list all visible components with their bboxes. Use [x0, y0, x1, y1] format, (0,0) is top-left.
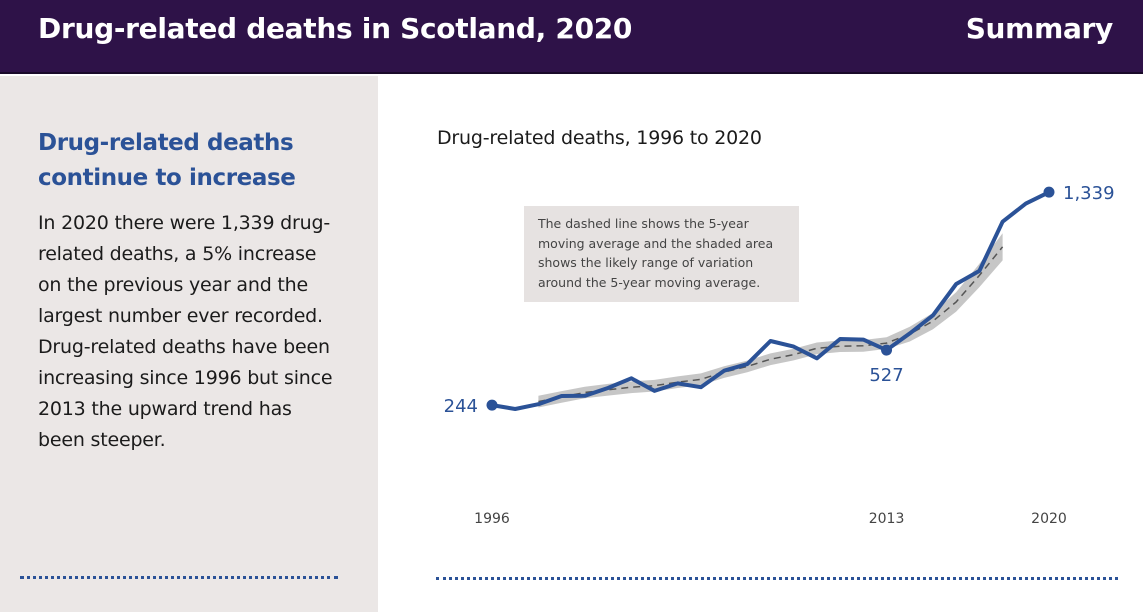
- summary-heading: Drug-related deaths continue to increase: [38, 130, 296, 191]
- x-tick-label-2013: 2013: [869, 511, 905, 527]
- moving-average-line: [538, 246, 1004, 403]
- sidebar-divider: [20, 576, 338, 579]
- summary-text: In 2020 there were 1,339 drug-related de…: [38, 212, 333, 451]
- deaths-series-line: [490, 190, 1051, 411]
- data-label-2013: 527: [869, 365, 903, 386]
- data-label-2020: 1,339: [1063, 183, 1115, 204]
- marker-1996: [486, 399, 498, 411]
- data-label-1996: 244: [444, 396, 478, 417]
- moving-average-band: [538, 233, 1003, 408]
- chart-divider: [436, 577, 1118, 580]
- summary-panel: Drug-related deaths continue to increase…: [0, 76, 378, 612]
- page-header: Drug-related deaths in Scotland, 2020 Su…: [0, 0, 1143, 74]
- section-title: Summary: [965, 12, 1114, 45]
- marker-2013: [881, 344, 893, 356]
- x-tick-label-1996: 1996: [474, 511, 510, 527]
- chart-title: Drug-related deaths, 1996 to 2020: [437, 127, 762, 149]
- x-tick-label-2020: 2020: [1031, 511, 1067, 527]
- chart-note: The dashed line shows the 5-year moving …: [524, 206, 799, 302]
- marker-2020: [1043, 186, 1055, 198]
- page-title: Drug-related deaths in Scotland, 2020: [38, 12, 633, 45]
